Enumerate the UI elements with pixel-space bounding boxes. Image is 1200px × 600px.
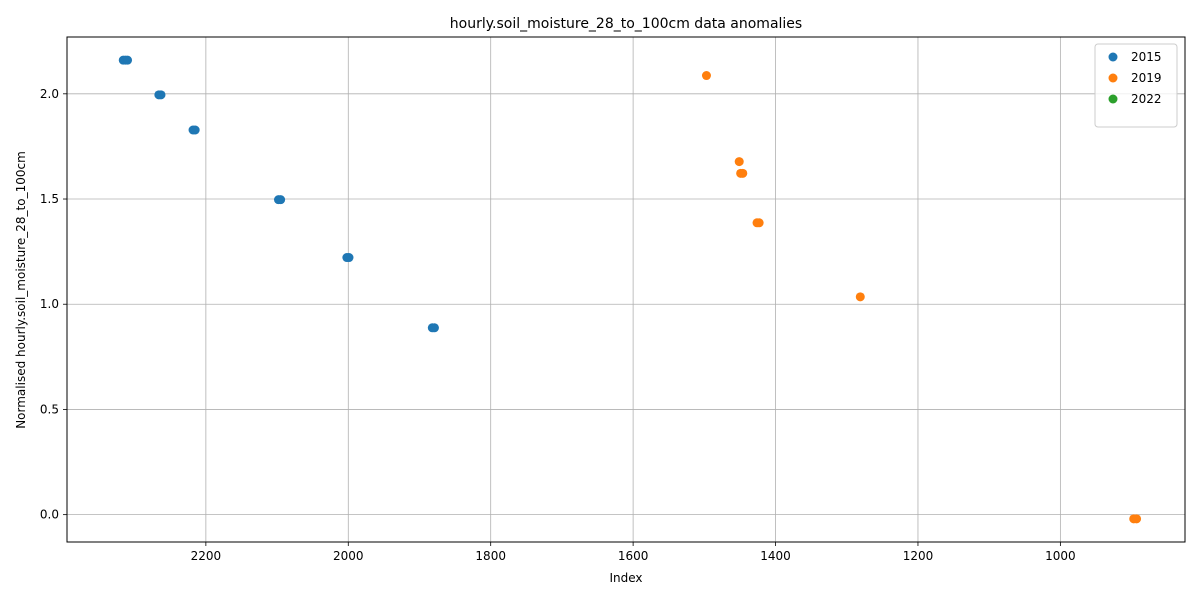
x-axis-ticks: 2200 2000 1800 1600 1400 1200 1000 xyxy=(191,542,1076,563)
y-tick-label: 2.0 xyxy=(40,87,59,101)
x-tick-label: 1000 xyxy=(1045,549,1076,563)
y-tick-label: 0.5 xyxy=(40,402,59,416)
data-point-2015 xyxy=(276,195,286,205)
data-point-2019 xyxy=(1132,514,1142,524)
legend-label-2015: 2015 xyxy=(1131,50,1162,64)
y-tick-label: 1.5 xyxy=(40,192,59,206)
data-point-2015 xyxy=(344,253,354,263)
x-tick-label: 1600 xyxy=(618,549,649,563)
chart-title: hourly.soil_moisture_28_to_100cm data an… xyxy=(450,16,802,32)
data-points xyxy=(118,55,1142,524)
data-point-2015 xyxy=(156,90,166,100)
x-tick-label: 1400 xyxy=(760,549,791,563)
x-axis-label: Index xyxy=(609,571,642,585)
data-point-2019 xyxy=(754,218,764,228)
data-point-2019 xyxy=(738,168,748,178)
legend: 2015 2019 2022 xyxy=(1094,43,1178,128)
y-axis-label: Normalised hourly.soil_moisture_28_to_10… xyxy=(14,151,28,429)
x-tick-label: 2200 xyxy=(191,549,222,563)
y-tick-label: 0.0 xyxy=(40,508,59,522)
data-point-2019 xyxy=(855,292,865,302)
data-point-2015 xyxy=(429,323,439,333)
data-point-2015 xyxy=(190,125,200,135)
x-tick-label: 1200 xyxy=(903,549,934,563)
legend-marker-2019 xyxy=(1108,73,1118,83)
grid-lines xyxy=(67,37,1185,542)
y-axis-ticks: 0.0 0.5 1.0 1.5 2.0 xyxy=(40,87,67,522)
legend-box xyxy=(1094,43,1178,128)
y-tick-label: 1.0 xyxy=(40,297,59,311)
x-tick-label: 2000 xyxy=(333,549,364,563)
legend-marker-2022 xyxy=(1108,94,1118,104)
legend-label-2022: 2022 xyxy=(1131,92,1162,106)
data-point-2019 xyxy=(701,71,711,81)
x-tick-label: 1800 xyxy=(475,549,506,563)
plot-area-frame xyxy=(66,36,1186,543)
data-point-2015 xyxy=(123,55,133,65)
legend-marker-2015 xyxy=(1108,52,1118,62)
data-point-2019 xyxy=(734,157,744,167)
legend-label-2019: 2019 xyxy=(1131,71,1162,85)
